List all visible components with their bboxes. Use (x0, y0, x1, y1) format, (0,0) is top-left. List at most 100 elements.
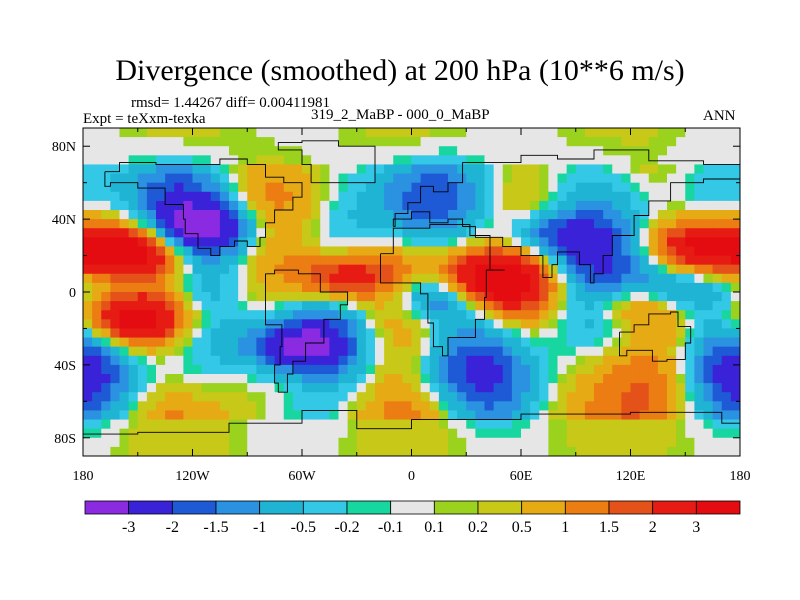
field-cell (402, 337, 413, 348)
field-cell (110, 155, 121, 166)
field-cell (247, 282, 257, 293)
field-cell (429, 392, 440, 402)
field-cell (329, 446, 340, 456)
field-cell (238, 173, 248, 184)
field-cell (192, 273, 203, 284)
field-cell (438, 182, 449, 193)
field-cell (101, 228, 111, 238)
field-cell (83, 246, 93, 257)
field-cell (210, 210, 221, 220)
field-cell (630, 146, 641, 156)
field-cell (566, 301, 577, 311)
field-cell (92, 319, 102, 330)
field-cell (438, 210, 449, 220)
field-cell (676, 228, 686, 238)
field-cell (137, 392, 148, 402)
field-cell (110, 364, 121, 375)
field-cell (247, 228, 257, 238)
field-cell (101, 419, 111, 430)
field-cell (703, 292, 714, 302)
field-cell (347, 419, 358, 430)
field-cell (192, 173, 203, 184)
field-cell (110, 292, 121, 302)
field-cell (274, 383, 285, 393)
field-cell (283, 137, 294, 147)
field-cell (420, 392, 431, 402)
field-cell (365, 228, 376, 238)
field-cell (457, 155, 467, 166)
field-cell (594, 446, 604, 456)
field-cell (603, 137, 613, 147)
field-cell (411, 264, 422, 275)
field-cell (402, 273, 413, 284)
field-cell (557, 200, 568, 211)
field-cell (165, 364, 175, 375)
field-cell (365, 401, 376, 412)
field-cell (174, 228, 184, 238)
field-cell (238, 146, 248, 156)
field-cell (584, 383, 595, 393)
field-cell (329, 392, 340, 402)
field-cell (703, 191, 714, 202)
field-cell (274, 337, 285, 348)
field-cell (156, 164, 166, 175)
field-cell (192, 337, 203, 348)
field-cell (265, 419, 276, 430)
field-cell (630, 173, 641, 184)
field-cell (475, 437, 486, 448)
field-cell (575, 237, 586, 248)
field-cell (83, 282, 93, 293)
field-cell (174, 173, 184, 184)
field-cell (283, 310, 294, 320)
field-cell (730, 392, 740, 402)
field-cell (347, 383, 358, 393)
field-cell (484, 428, 495, 439)
field-cell (320, 164, 330, 175)
field-cell (265, 264, 276, 275)
field-cell (320, 401, 330, 412)
field-cell (721, 219, 732, 229)
field-cell (657, 164, 668, 175)
field-cell (174, 128, 184, 138)
field-cell (612, 273, 622, 284)
field-cell (411, 273, 422, 284)
field-cell (101, 437, 111, 448)
field-cell (320, 273, 330, 284)
field-cell (320, 392, 330, 402)
field-cell (229, 310, 239, 320)
field-cell (320, 237, 330, 248)
field-cell (511, 292, 522, 302)
field-cell (721, 292, 732, 302)
field-cell (101, 264, 111, 275)
field-cell (603, 319, 613, 330)
field-cell (539, 383, 549, 393)
field-cell (210, 191, 221, 202)
field-cell (320, 383, 330, 393)
field-cell (302, 264, 312, 275)
field-cell (210, 200, 221, 211)
field-cell (703, 228, 714, 238)
field-cell (475, 310, 486, 320)
field-cell (128, 301, 139, 311)
field-cell (329, 219, 340, 229)
field-cell (210, 228, 221, 238)
field-cell (110, 264, 121, 275)
field-cell (484, 392, 495, 402)
field-cell (548, 137, 559, 147)
labelbar-swatch (433, 500, 479, 515)
field-cell (311, 437, 321, 448)
field-cell (128, 292, 139, 302)
field-cell (311, 374, 321, 384)
field-cell (657, 237, 668, 248)
field-cell (448, 355, 458, 366)
field-cell (511, 219, 522, 229)
field-cell (475, 228, 486, 238)
field-cell (548, 210, 559, 220)
field-cell (283, 437, 294, 448)
field-cell (256, 182, 267, 193)
field-cell (603, 328, 613, 339)
field-cell (457, 137, 467, 147)
field-cell (365, 328, 376, 339)
field-cell (420, 128, 431, 138)
field-cell (502, 419, 513, 430)
